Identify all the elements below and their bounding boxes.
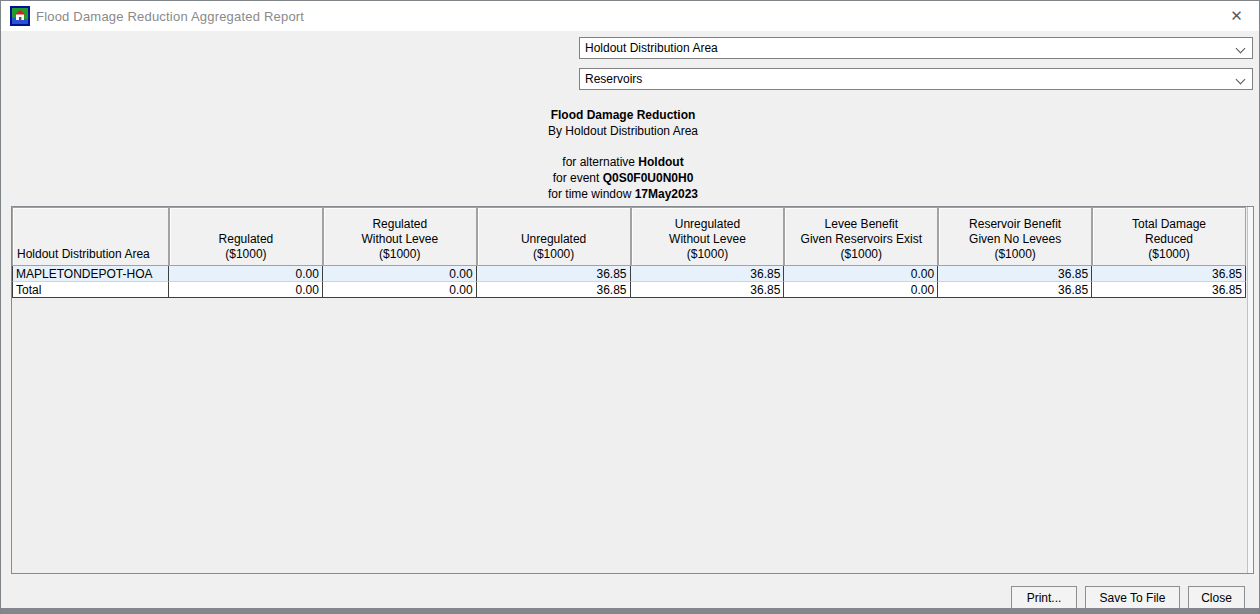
cell-total-damage-reduced[interactable]: 36.85 <box>1092 266 1246 282</box>
column-header-total-damage-reduced: Total Damage Reduced ($1000) <box>1092 207 1246 266</box>
cell-unregulated-without-levee[interactable]: 36.85 <box>631 266 785 282</box>
cell-area[interactable]: MAPLETONDEPOT-HOA <box>12 266 169 282</box>
results-table: Holdout Distribution Area Regulated ($10… <box>12 207 1246 298</box>
close-icon[interactable]: ✕ <box>1214 1 1259 31</box>
cell-unregulated-without-levee[interactable]: 36.85 <box>631 282 785 298</box>
cell-regulated[interactable]: 0.00 <box>169 266 323 282</box>
cell-regulated-without-levee[interactable]: 0.00 <box>323 282 477 298</box>
window-title: Flood Damage Reduction Aggregated Report <box>36 9 304 24</box>
report-title: Flood Damage Reduction <box>1 107 1245 123</box>
column-header-area: Holdout Distribution Area <box>12 207 169 266</box>
cell-unregulated[interactable]: 36.85 <box>477 266 631 282</box>
view-by-select[interactable]: Holdout Distribution Area <box>579 37 1253 59</box>
table-row-mapletondepot[interactable]: MAPLETONDEPOT-HOA 0.00 0.00 36.85 36.85 … <box>12 266 1246 282</box>
header-row: Holdout Distribution Area Regulated ($10… <box>12 207 1246 266</box>
column-header-unregulated: Unregulated ($1000) <box>477 207 631 266</box>
cell-levee-benefit[interactable]: 0.00 <box>784 266 938 282</box>
save-to-file-button[interactable]: Save To File <box>1085 586 1180 609</box>
report-window: Flood Damage Reduction Aggregated Report… <box>0 0 1260 614</box>
app-icon <box>10 6 30 26</box>
cell-regulated[interactable]: 0.00 <box>169 282 323 298</box>
column-header-levee-benefit: Levee Benefit Given Reservoirs Exist ($1… <box>784 207 938 266</box>
column-header-regulated-without-levee: Regulated Without Levee ($1000) <box>323 207 477 266</box>
results-table-panel: Holdout Distribution Area Regulated ($10… <box>11 206 1254 574</box>
title-bar: Flood Damage Reduction Aggregated Report… <box>1 1 1259 31</box>
column-header-reservoir-benefit: Reservoir Benefit Given No Levees ($1000… <box>938 207 1092 266</box>
precedence-value: Reservoirs <box>585 72 642 86</box>
column-header-unregulated-without-levee: Unregulated Without Levee ($1000) <box>631 207 785 266</box>
close-button[interactable]: Close <box>1188 586 1245 609</box>
chevron-down-icon <box>1237 76 1245 84</box>
chevron-down-icon <box>1237 45 1245 53</box>
column-header-regulated: Regulated ($1000) <box>169 207 323 266</box>
cell-total-damage-reduced[interactable]: 36.85 <box>1092 282 1246 298</box>
cell-reservoir-benefit[interactable]: 36.85 <box>938 266 1092 282</box>
cell-reservoir-benefit[interactable]: 36.85 <box>938 282 1092 298</box>
print-button[interactable]: Print... <box>1011 586 1077 609</box>
table-row-total[interactable]: Total 0.00 0.00 36.85 36.85 0.00 36.85 3… <box>12 282 1246 298</box>
report-time-window-line: for time window 17May2023 <box>1 186 1245 202</box>
report-subtitle: By Holdout Distribution Area <box>1 123 1245 139</box>
report-heading: Flood Damage Reduction By Holdout Distri… <box>1 107 1245 202</box>
precedence-select[interactable]: Reservoirs <box>579 68 1253 90</box>
button-row: Print... Save To File Close <box>1011 586 1245 609</box>
report-alternative-line: for alternative Holdout <box>1 154 1245 170</box>
window-bottom-edge <box>1 608 1259 613</box>
view-by-value: Holdout Distribution Area <box>585 41 718 55</box>
report-event-line: for event Q0S0F0U0N0H0 <box>1 170 1245 186</box>
vertical-scrollbar-track <box>1247 207 1253 573</box>
cell-area[interactable]: Total <box>12 282 169 298</box>
cell-levee-benefit[interactable]: 0.00 <box>784 282 938 298</box>
cell-regulated-without-levee[interactable]: 0.00 <box>323 266 477 282</box>
cell-unregulated[interactable]: 36.85 <box>477 282 631 298</box>
